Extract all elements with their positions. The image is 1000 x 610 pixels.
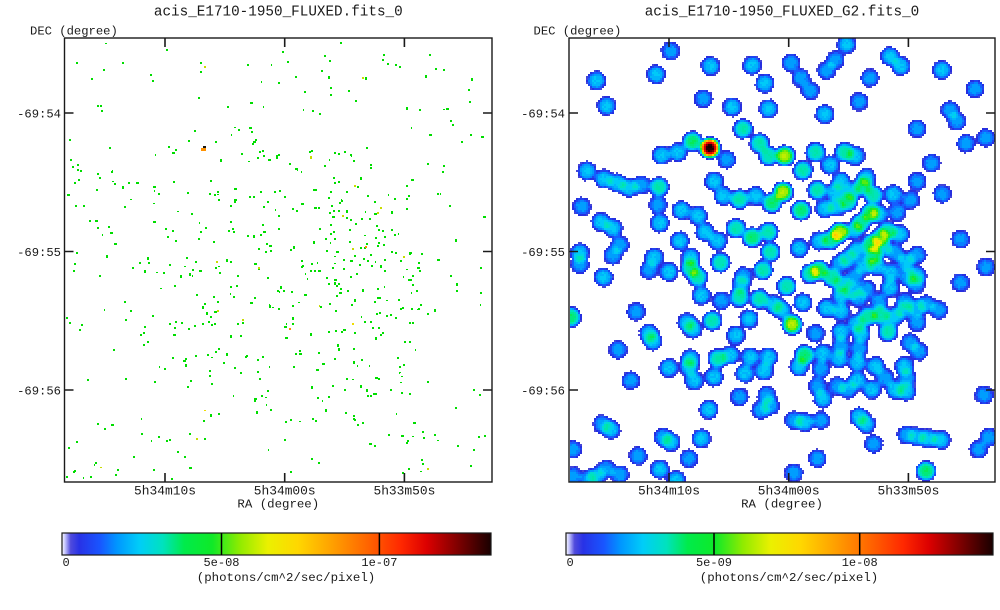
- svg-text:RA (degree): RA (degree): [741, 498, 823, 512]
- svg-text:DEC (degree): DEC (degree): [534, 25, 622, 39]
- svg-text:5h34m00s: 5h34m00s: [254, 484, 316, 499]
- svg-text:-69:56: -69:56: [521, 385, 565, 399]
- svg-text:1e-07: 1e-07: [361, 556, 397, 570]
- svg-text:acis_E1710-1950_FLUXED_G2.fits: acis_E1710-1950_FLUXED_G2.fits_0: [645, 5, 920, 21]
- svg-text:5h33m50s: 5h33m50s: [373, 484, 435, 499]
- svg-text:-69:54: -69:54: [521, 108, 565, 122]
- svg-text:(photons/cm^2/sec/pixel): (photons/cm^2/sec/pixel): [197, 571, 375, 585]
- svg-text:0: 0: [63, 556, 70, 570]
- svg-text:DEC (degree): DEC (degree): [30, 25, 118, 39]
- svg-text:5e-08: 5e-08: [203, 556, 239, 570]
- svg-text:-69:56: -69:56: [17, 385, 61, 399]
- svg-text:-69:55: -69:55: [17, 246, 61, 260]
- svg-text:-69:54: -69:54: [17, 108, 61, 122]
- svg-text:RA (degree): RA (degree): [237, 498, 319, 512]
- svg-text:(photons/cm^2/sec/pixel): (photons/cm^2/sec/pixel): [700, 571, 878, 585]
- svg-text:5h33m50s: 5h33m50s: [877, 484, 939, 499]
- svg-text:5h34m10s: 5h34m10s: [638, 484, 700, 499]
- svg-text:5e-09: 5e-09: [696, 556, 732, 570]
- svg-text:1e-08: 1e-08: [842, 556, 878, 570]
- svg-text:-69:55: -69:55: [521, 246, 565, 260]
- svg-text:acis_E1710-1950_FLUXED.fits_0: acis_E1710-1950_FLUXED.fits_0: [154, 5, 403, 21]
- svg-text:5h34m00s: 5h34m00s: [758, 484, 820, 499]
- svg-text:5h34m10s: 5h34m10s: [134, 484, 196, 499]
- svg-text:0: 0: [567, 556, 574, 570]
